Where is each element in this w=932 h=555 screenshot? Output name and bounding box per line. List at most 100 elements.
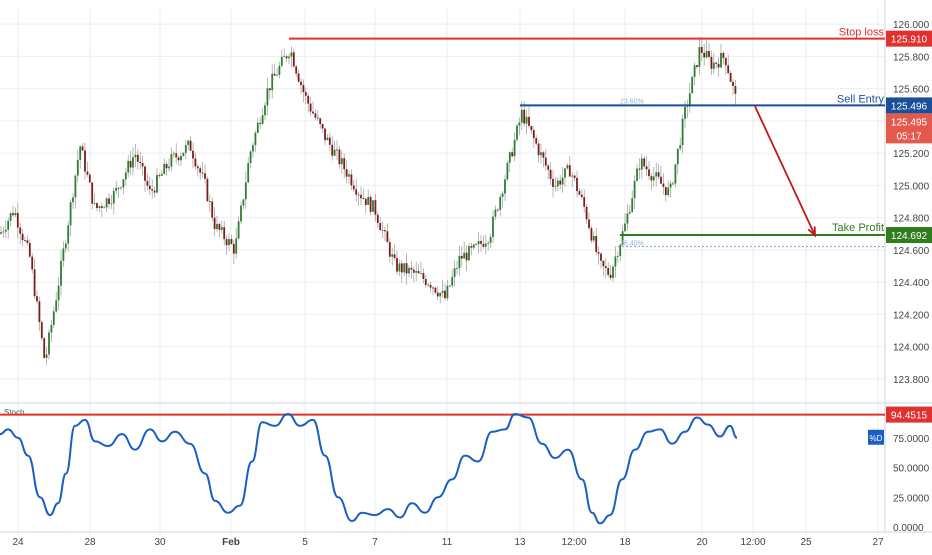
candle-body[interactable] — [633, 180, 636, 199]
candle-body[interactable] — [115, 187, 118, 191]
candle-body[interactable] — [657, 172, 660, 177]
candle-body[interactable] — [602, 260, 605, 267]
stoch-d-line[interactable] — [0, 412, 738, 525]
candle-body[interactable] — [480, 240, 482, 244]
candle-body[interactable] — [127, 160, 130, 173]
candle-body[interactable] — [158, 175, 161, 176]
candle-body[interactable] — [69, 202, 72, 226]
candle-body[interactable] — [156, 175, 158, 193]
candle-body[interactable] — [309, 103, 312, 112]
candle-body[interactable] — [216, 223, 218, 230]
candle-body[interactable] — [568, 165, 571, 177]
candle-body[interactable] — [242, 199, 245, 206]
candle-body[interactable] — [333, 149, 336, 156]
candle-body[interactable] — [364, 198, 367, 205]
candle-body[interactable] — [508, 152, 511, 163]
candle-body[interactable] — [295, 66, 298, 74]
candle-body[interactable] — [720, 52, 722, 68]
candle-body[interactable] — [120, 187, 122, 189]
candle-body[interactable] — [475, 244, 478, 246]
candle-body[interactable] — [679, 145, 682, 149]
candle-body[interactable] — [292, 52, 295, 67]
candle-body[interactable] — [300, 81, 302, 86]
candle-body[interactable] — [559, 180, 562, 185]
candle-body[interactable] — [177, 157, 180, 161]
candle-body[interactable] — [122, 179, 125, 188]
candle-body[interactable] — [448, 285, 451, 287]
candle-body[interactable] — [326, 137, 329, 141]
candle-body[interactable] — [240, 205, 242, 222]
candle-body[interactable] — [427, 284, 430, 286]
candle-body[interactable] — [136, 154, 139, 162]
candle-body[interactable] — [201, 172, 204, 174]
candle-body[interactable] — [88, 174, 91, 183]
candle-body[interactable] — [247, 163, 250, 183]
candle-body[interactable] — [518, 122, 521, 126]
candle-body[interactable] — [561, 177, 564, 185]
candle-body[interactable] — [667, 187, 670, 196]
candle-body[interactable] — [412, 269, 415, 273]
candle-body[interactable] — [110, 203, 113, 205]
candle-body[interactable] — [676, 148, 679, 165]
candle-body[interactable] — [79, 146, 82, 160]
candle-body[interactable] — [259, 122, 262, 124]
candle-body[interactable] — [544, 157, 547, 166]
candle-body[interactable] — [650, 176, 653, 181]
candle-body[interactable] — [57, 285, 60, 301]
candle-body[interactable] — [463, 252, 466, 259]
candle-body[interactable] — [304, 92, 307, 96]
candle-body[interactable] — [607, 268, 610, 275]
candle-body[interactable] — [393, 254, 396, 259]
candle-body[interactable] — [168, 166, 170, 169]
candle-body[interactable] — [453, 268, 456, 277]
candle-body[interactable] — [391, 254, 394, 257]
candle-body[interactable] — [180, 155, 182, 161]
candle-body[interactable] — [727, 65, 730, 73]
candle-body[interactable] — [38, 301, 41, 323]
candle-body[interactable] — [441, 290, 444, 293]
candle-body[interactable] — [184, 144, 187, 153]
candle-body[interactable] — [170, 154, 173, 167]
candle-body[interactable] — [626, 213, 629, 224]
candle-body[interactable] — [266, 88, 269, 106]
candle-body[interactable] — [348, 174, 350, 177]
candle-body[interactable] — [328, 137, 331, 145]
candle-body[interactable] — [28, 243, 31, 257]
candle-body[interactable] — [597, 252, 600, 254]
candle-body[interactable] — [655, 172, 658, 177]
candle-body[interactable] — [132, 157, 134, 168]
candle-body[interactable] — [372, 200, 374, 212]
candle-body[interactable] — [302, 85, 305, 93]
candle-body[interactable] — [379, 222, 382, 231]
candle-body[interactable] — [26, 240, 29, 244]
candle-body[interactable] — [86, 171, 89, 175]
candle-body[interactable] — [74, 175, 77, 198]
candle-body[interactable] — [554, 186, 557, 188]
candle-body[interactable] — [583, 197, 586, 207]
candle-body[interactable] — [429, 284, 432, 288]
candle-body[interactable] — [48, 332, 50, 355]
candle-body[interactable] — [492, 216, 494, 238]
candle-body[interactable] — [494, 209, 497, 217]
candle-body[interactable] — [31, 256, 34, 270]
candle-body[interactable] — [513, 139, 516, 157]
candle-body[interactable] — [187, 140, 190, 145]
candle-body[interactable] — [674, 164, 677, 184]
candle-body[interactable] — [93, 203, 96, 204]
candle-body[interactable] — [530, 125, 533, 131]
candle-body[interactable] — [710, 56, 713, 69]
candle-body[interactable] — [319, 118, 322, 125]
candle-body[interactable] — [403, 263, 406, 273]
candle-body[interactable] — [516, 125, 518, 140]
candle-body[interactable] — [45, 354, 48, 358]
candle-body[interactable] — [36, 296, 38, 302]
candle-body[interactable] — [206, 178, 209, 202]
candle-body[interactable] — [367, 196, 370, 205]
candle-body[interactable] — [648, 169, 650, 177]
candle-body[interactable] — [160, 174, 163, 176]
candle-body[interactable] — [40, 322, 43, 339]
candle-body[interactable] — [693, 65, 696, 77]
candle-body[interactable] — [72, 197, 74, 203]
candle-body[interactable] — [316, 117, 319, 119]
